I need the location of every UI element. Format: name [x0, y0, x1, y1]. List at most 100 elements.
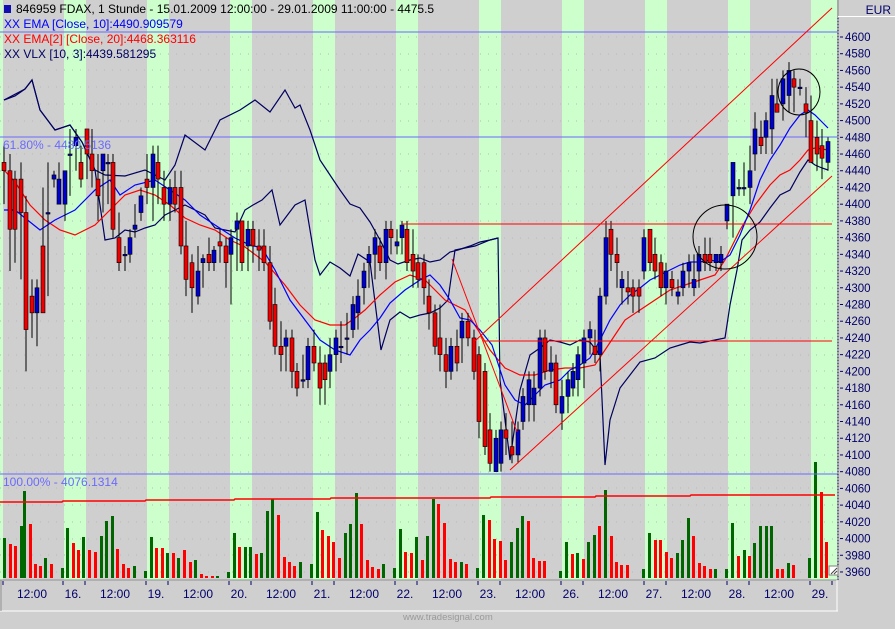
- candle-body: [84, 128, 90, 155]
- volume-bar: [493, 539, 496, 578]
- price-tick-label: 4280: [845, 299, 871, 311]
- candle-body: [592, 345, 598, 355]
- price-tick-label: 4360: [845, 233, 871, 245]
- volume-bar: [648, 533, 651, 578]
- candle-body: [432, 312, 438, 347]
- volume-bar: [587, 542, 590, 578]
- volume-bar: [94, 552, 97, 578]
- time-tick-label: 22.: [397, 587, 414, 601]
- volume-bar: [659, 540, 662, 578]
- candle-body: [410, 254, 416, 272]
- volume-bar: [34, 564, 37, 578]
- price-tick-label: 4180: [845, 383, 871, 395]
- candle-body: [100, 153, 106, 172]
- volume-bar: [355, 493, 358, 578]
- volume-bar: [765, 526, 768, 578]
- candle-body: [110, 162, 116, 230]
- volume-bar: [565, 542, 568, 578]
- price-tick-label: 4100: [845, 450, 871, 462]
- annotation-circle[interactable]: [777, 68, 821, 116]
- candle-body: [23, 212, 29, 330]
- price-axis-panel: [838, 0, 895, 624]
- price-tick-label: 4480: [845, 132, 871, 144]
- watermark: www.tradesignal.com: [403, 612, 493, 623]
- session-band: [479, 0, 501, 580]
- candle-body: [311, 345, 317, 364]
- volume-bar: [787, 563, 790, 578]
- volume-bar: [161, 548, 164, 578]
- time-axis-panel: [0, 580, 838, 624]
- annotation-circle[interactable]: [692, 204, 758, 270]
- volume-bar: [538, 561, 541, 578]
- candle-body: [658, 262, 664, 289]
- trendline[interactable]: [509, 175, 833, 471]
- candle-body: [211, 249, 217, 263]
- volume-bar: [150, 537, 153, 578]
- volume-bar: [100, 536, 103, 578]
- price-tick-label: 3960: [845, 567, 871, 579]
- volume-bar: [122, 564, 125, 578]
- volume-bar: [20, 526, 23, 578]
- trendline[interactable]: [451, 258, 518, 433]
- volume-bar: [759, 526, 762, 578]
- candle-body: [388, 228, 394, 238]
- volume-bar: [288, 562, 291, 578]
- candle-body: [421, 262, 427, 289]
- price-tick-label: 4420: [845, 182, 871, 194]
- annotation-circles[interactable]: [692, 68, 821, 270]
- legend-ema10[interactable]: XX EMA [Close, 10]:4490.909579: [4, 17, 183, 31]
- volume-bar: [61, 568, 64, 578]
- candle-body: [95, 178, 101, 197]
- candle-body: [707, 254, 713, 263]
- legend-ema20[interactable]: XX EMA[2] [Close, 20]:4468.363116: [4, 32, 196, 46]
- trendline[interactable]: [474, 7, 833, 342]
- candle-body: [619, 279, 625, 289]
- trendlines[interactable]: [0, 7, 833, 471]
- candle-body: [652, 254, 658, 272]
- volume-bar: [293, 566, 296, 578]
- volume-bar: [604, 490, 607, 578]
- volume-bar: [127, 568, 130, 578]
- price-tick-label: 4060: [845, 483, 871, 495]
- resize-grip-icon[interactable]: [828, 565, 839, 576]
- candle-body: [542, 337, 548, 372]
- volume-bar: [116, 549, 119, 578]
- volume-bar: [399, 529, 402, 578]
- session-band: [728, 0, 750, 580]
- volume-bar: [133, 566, 136, 578]
- candle-body: [40, 245, 46, 314]
- price-tick-label: 4460: [845, 149, 871, 161]
- candle-body: [105, 162, 111, 165]
- volume-bar: [332, 542, 335, 578]
- time-tick-label: 21.: [314, 587, 331, 601]
- candle-body: [415, 262, 421, 280]
- chart-title: 846959 FDAX, 1 Stunde - 15.01.2009 12:00…: [4, 2, 434, 17]
- candle-body: [603, 237, 609, 297]
- volume-bar: [820, 492, 823, 578]
- volume-bar: [714, 569, 717, 578]
- candle-body: [45, 212, 51, 215]
- price-tick-label: 4600: [845, 32, 871, 44]
- candle-body: [172, 187, 178, 205]
- candle-body: [127, 237, 133, 255]
- volume-bar: [620, 565, 623, 578]
- legend-vlx[interactable]: XX VLX [10, 3]:4439.581295: [4, 47, 157, 61]
- candle-body: [437, 337, 443, 355]
- candlesticks: [1, 62, 831, 472]
- volume-bar: [404, 552, 407, 578]
- candle-body: [713, 254, 719, 263]
- volume-bar: [166, 553, 169, 578]
- volume-bar: [9, 544, 12, 578]
- volume-bar: [510, 542, 513, 578]
- volume-bar: [615, 562, 618, 578]
- time-tick-label: 12:00: [764, 587, 794, 601]
- candle-body: [150, 153, 156, 188]
- candle-body: [747, 170, 753, 188]
- time-tick-label: 12:00: [598, 587, 628, 601]
- candle-body: [724, 203, 730, 222]
- price-tick-label: 4500: [845, 116, 871, 128]
- candle-body: [394, 241, 400, 247]
- volume-bar: [344, 533, 347, 578]
- candle-body: [537, 337, 543, 389]
